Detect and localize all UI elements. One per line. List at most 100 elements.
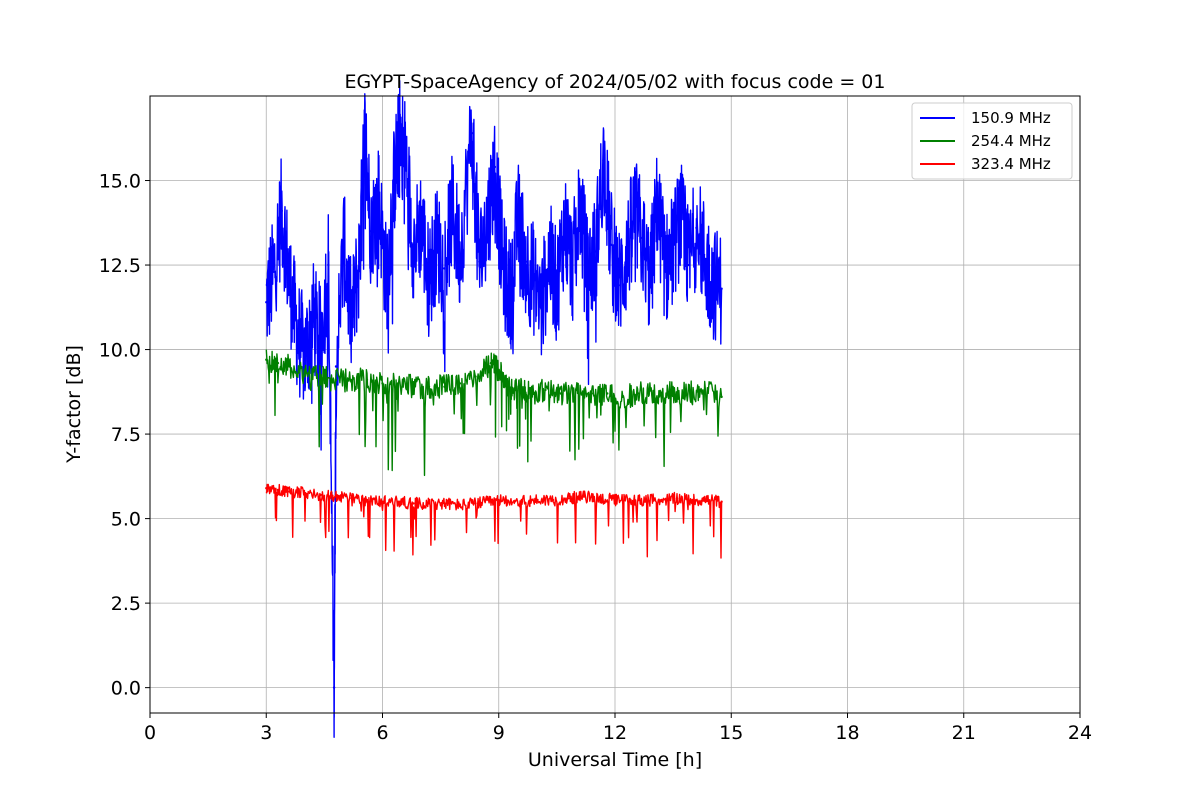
y-axis-label: Y-factor [dB]	[63, 345, 85, 464]
data-point	[598, 497, 601, 500]
data-point	[296, 331, 299, 334]
data-point	[621, 395, 624, 399]
data-point	[606, 392, 609, 395]
data-point	[458, 382, 462, 385]
data-point	[334, 378, 338, 382]
data-point	[319, 341, 322, 344]
data-point	[435, 240, 438, 243]
data-point	[505, 382, 508, 385]
x-tick-label: 24	[1068, 722, 1092, 744]
data-point	[334, 495, 338, 498]
data-point	[563, 223, 566, 226]
data-point	[578, 206, 582, 209]
data-point	[443, 502, 446, 505]
data-point	[350, 321, 353, 324]
data-point	[648, 280, 652, 284]
data-point	[590, 392, 593, 395]
series-1	[265, 80, 723, 738]
data-point	[505, 498, 508, 502]
legend-box	[911, 102, 1073, 180]
y-tick-label: 5.0	[111, 509, 141, 531]
data-point	[404, 155, 407, 159]
legend-label: 323.4 MHz	[971, 155, 1051, 173]
data-point	[381, 382, 384, 385]
data-point	[540, 307, 543, 311]
data-point	[392, 179, 396, 182]
data-point	[575, 388, 578, 392]
data-point	[369, 230, 373, 233]
data-point	[528, 392, 531, 395]
data-point	[385, 280, 388, 284]
data-point	[427, 385, 431, 388]
data-point	[671, 246, 675, 250]
data-point	[443, 385, 446, 388]
data-point	[617, 284, 621, 287]
data-point	[276, 488, 280, 492]
data-point	[544, 388, 547, 392]
data-point	[288, 280, 291, 284]
data-point	[377, 196, 380, 199]
x-tick-label: 12	[603, 722, 627, 744]
data-point	[644, 498, 648, 502]
series-line-3	[265, 483, 723, 559]
data-point	[691, 498, 694, 502]
data-point	[609, 243, 613, 246]
data-point	[332, 686, 336, 689]
x-tick-label: 6	[376, 722, 388, 744]
data-point	[679, 216, 683, 219]
data-point	[582, 495, 586, 498]
data-point	[559, 392, 562, 395]
data-point	[396, 500, 400, 503]
data-point	[516, 216, 520, 219]
data-point	[695, 226, 698, 230]
data-point	[594, 250, 597, 253]
data-point	[706, 498, 710, 502]
data-point	[272, 270, 276, 273]
data-point	[720, 395, 723, 399]
data-point	[365, 498, 369, 502]
data-point	[668, 392, 671, 395]
data-point	[478, 260, 481, 263]
x-tick-label: 9	[493, 722, 505, 744]
data-point	[520, 500, 524, 503]
data-point	[350, 378, 353, 382]
data-point	[547, 253, 551, 257]
data-point	[640, 236, 644, 240]
legend-label: 150.9 MHz	[971, 109, 1051, 127]
data-point	[501, 263, 504, 267]
data-point	[319, 493, 322, 497]
data-point	[660, 498, 663, 502]
legend: 150.9 MHz 254.4 MHz 323.4 MHz	[911, 102, 1073, 180]
data-point	[555, 287, 559, 290]
data-point	[381, 500, 384, 503]
y-tick-label: 7.5	[111, 424, 141, 446]
y-tick-label: 0.0	[111, 678, 141, 700]
data-point	[489, 361, 493, 365]
data-point	[532, 277, 535, 280]
data-point	[398, 132, 402, 135]
series-line-1	[265, 80, 723, 738]
data-point	[474, 502, 477, 505]
data-point	[664, 270, 667, 273]
data-point	[363, 132, 367, 135]
data-point	[571, 267, 574, 270]
data-point	[412, 502, 415, 505]
x-tick-label: 0	[144, 722, 156, 744]
x-tick-label: 18	[835, 722, 859, 744]
data-point	[427, 280, 431, 284]
data-point	[265, 358, 268, 361]
data-point	[420, 219, 423, 223]
series-3	[265, 483, 723, 559]
data-point	[629, 498, 632, 502]
data-point	[656, 199, 659, 202]
data-point	[699, 388, 702, 392]
data-point	[451, 209, 454, 213]
data-point	[652, 392, 655, 395]
data-point	[327, 263, 330, 267]
data-point	[412, 246, 415, 250]
x-axis-label: Universal Time [h]	[528, 749, 702, 771]
chart-title: EGYPT-SpaceAgency of 2024/05/02 with foc…	[345, 71, 886, 93]
data-point	[265, 301, 268, 304]
data-point	[458, 503, 462, 507]
data-point	[489, 500, 493, 503]
